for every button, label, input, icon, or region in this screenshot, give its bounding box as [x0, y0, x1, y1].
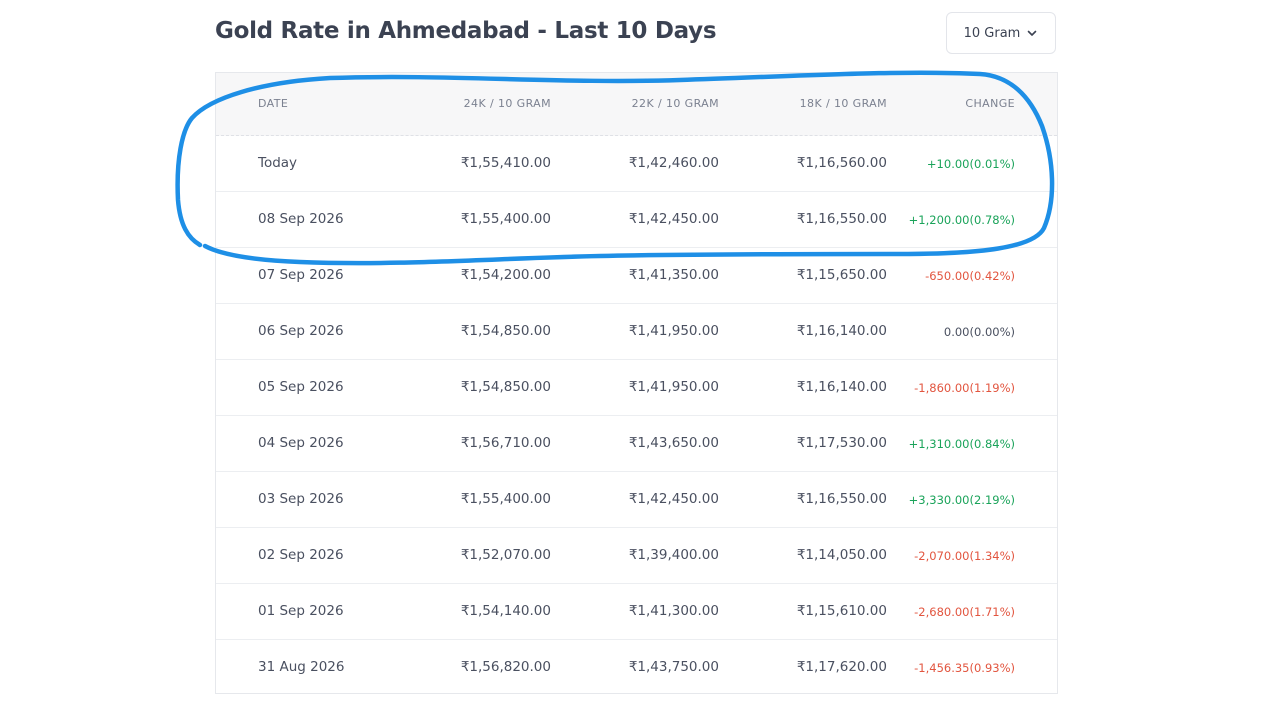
row-rate-18k: ₹1,17,530.00	[796, 435, 887, 451]
page-title: Gold Rate in Ahmedabad - Last 10 Days	[215, 18, 717, 44]
row-rate-18k: ₹1,16,550.00	[796, 491, 887, 507]
row-rate-18k: ₹1,16,560.00	[796, 155, 887, 171]
row-rate-24k: ₹1,54,200.00	[460, 267, 551, 283]
row-date: 08 Sep 2026	[258, 211, 344, 227]
row-rate-18k: ₹1,16,140.00	[796, 323, 887, 339]
column-header-change: CHANGE	[965, 97, 1015, 110]
table-row: 31 Aug 2026 ₹1,56,820.00 ₹1,43,750.00 ₹1,17…	[216, 640, 1057, 696]
gold-rate-table: DATE 24K / 10 GRAM 22K / 10 GRAM 18K / 1…	[215, 72, 1058, 694]
unit-dropdown[interactable]: 10 Gram	[946, 12, 1056, 54]
row-date: 01 Sep 2026	[258, 603, 344, 619]
row-change: -2,680.00(1.71%)	[914, 605, 1015, 619]
row-change: -650.00(0.42%)	[925, 269, 1015, 283]
row-rate-24k: ₹1,55,400.00	[460, 211, 551, 227]
row-rate-24k: ₹1,56,820.00	[460, 659, 551, 675]
column-header-18k: 18K / 10 GRAM	[799, 97, 887, 110]
unit-dropdown-value: 10 Gram	[963, 25, 1021, 41]
row-rate-22k: ₹1,41,350.00	[628, 267, 719, 283]
chevron-down-icon	[1026, 27, 1038, 39]
row-rate-18k: ₹1,14,050.00	[796, 547, 887, 563]
row-rate-22k: ₹1,43,650.00	[628, 435, 719, 451]
table-row: 05 Sep 2026 ₹1,54,850.00 ₹1,41,950.00 ₹1,16…	[216, 360, 1057, 416]
row-rate-18k: ₹1,16,140.00	[796, 379, 887, 395]
row-change: -1,456.35(0.93%)	[914, 661, 1015, 675]
row-rate-22k: ₹1,42,460.00	[628, 155, 719, 171]
row-rate-22k: ₹1,41,950.00	[628, 379, 719, 395]
row-change: +1,200.00(0.78%)	[908, 213, 1015, 227]
row-change: +1,310.00(0.84%)	[908, 437, 1015, 451]
column-header-22k: 22K / 10 GRAM	[631, 97, 719, 110]
table-row: 08 Sep 2026 ₹1,55,400.00 ₹1,42,450.00 ₹1,16…	[216, 192, 1057, 248]
row-change: -2,070.00(1.34%)	[914, 549, 1015, 563]
row-rate-22k: ₹1,42,450.00	[628, 211, 719, 227]
table-row: 02 Sep 2026 ₹1,52,070.00 ₹1,39,400.00 ₹1,14…	[216, 528, 1057, 584]
row-date: 04 Sep 2026	[258, 435, 344, 451]
row-rate-24k: ₹1,54,850.00	[460, 379, 551, 395]
row-change: 0.00(0.00%)	[943, 325, 1015, 339]
row-date: 06 Sep 2026	[258, 323, 344, 339]
row-rate-22k: ₹1,41,300.00	[628, 603, 719, 619]
table-header: DATE 24K / 10 GRAM 22K / 10 GRAM 18K / 1…	[216, 73, 1057, 136]
row-rate-24k: ₹1,54,850.00	[460, 323, 551, 339]
row-rate-24k: ₹1,56,710.00	[460, 435, 551, 451]
row-date: 02 Sep 2026	[258, 547, 344, 563]
row-rate-18k: ₹1,15,650.00	[796, 267, 887, 283]
row-date: 03 Sep 2026	[258, 491, 344, 507]
row-rate-18k: ₹1,17,620.00	[796, 659, 887, 675]
row-change: +3,330.00(2.19%)	[908, 493, 1015, 507]
row-change: +10.00(0.01%)	[926, 157, 1015, 171]
column-header-date: DATE	[258, 97, 289, 110]
row-rate-24k: ₹1,52,070.00	[460, 547, 551, 563]
row-rate-22k: ₹1,39,400.00	[628, 547, 719, 563]
row-date: Today	[258, 155, 298, 171]
row-rate-22k: ₹1,42,450.00	[628, 491, 719, 507]
row-rate-24k: ₹1,55,410.00	[460, 155, 551, 171]
row-date: 31 Aug 2026	[258, 659, 345, 675]
row-change: -1,860.00(1.19%)	[914, 381, 1015, 395]
row-rate-18k: ₹1,16,550.00	[796, 211, 887, 227]
column-header-24k: 24K / 10 GRAM	[463, 97, 551, 110]
row-rate-22k: ₹1,43,750.00	[628, 659, 719, 675]
row-rate-18k: ₹1,15,610.00	[796, 603, 887, 619]
row-rate-24k: ₹1,55,400.00	[460, 491, 551, 507]
table-row: 07 Sep 2026 ₹1,54,200.00 ₹1,41,350.00 ₹1,15…	[216, 248, 1057, 304]
row-rate-24k: ₹1,54,140.00	[460, 603, 551, 619]
table-row: 03 Sep 2026 ₹1,55,400.00 ₹1,42,450.00 ₹1,16…	[216, 472, 1057, 528]
row-date: 07 Sep 2026	[258, 267, 344, 283]
table-row: 04 Sep 2026 ₹1,56,710.00 ₹1,43,650.00 ₹1,17…	[216, 416, 1057, 472]
table-row: 06 Sep 2026 ₹1,54,850.00 ₹1,41,950.00 ₹1,16…	[216, 304, 1057, 360]
table-row: Today ₹1,55,410.00 ₹1,42,460.00 ₹1,16,560.0…	[216, 136, 1057, 192]
row-rate-22k: ₹1,41,950.00	[628, 323, 719, 339]
table-row: 01 Sep 2026 ₹1,54,140.00 ₹1,41,300.00 ₹1,15…	[216, 584, 1057, 640]
row-date: 05 Sep 2026	[258, 379, 344, 395]
